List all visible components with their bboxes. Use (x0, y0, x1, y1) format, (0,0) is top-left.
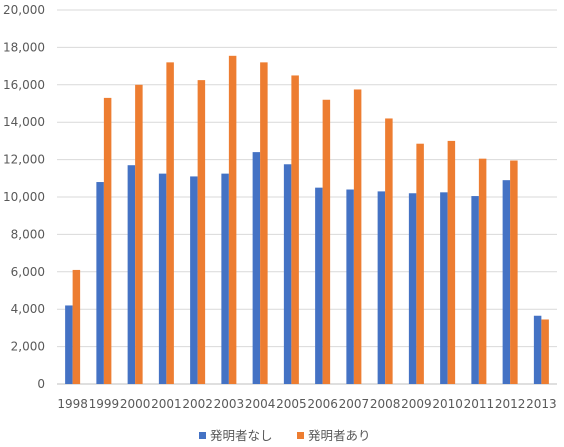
bar-series-1-2013 (533, 315, 542, 384)
bar-series-1-2009 (408, 193, 417, 384)
bar-series-2-2012 (510, 160, 518, 384)
x-tick-label: 1998 (57, 397, 88, 411)
x-tick-label: 2009 (401, 397, 432, 411)
x-tick-label: 2008 (370, 397, 401, 411)
y-tick-label: 0 (37, 377, 45, 391)
legend-swatch-series-2 (297, 432, 304, 439)
x-tick-label: 2011 (464, 397, 495, 411)
bar-series-2-2003 (228, 55, 237, 384)
bar-series-1-1998 (65, 305, 73, 384)
y-tick-label: 8,000 (11, 227, 45, 241)
bar-series-2-2004 (260, 62, 268, 385)
bar-series-1-1999 (96, 182, 104, 384)
bar-series-2-2011 (478, 158, 487, 384)
bar-series-1-2004 (252, 152, 261, 384)
bar-series-2-2010 (447, 140, 456, 384)
bar-series-2-2008 (385, 118, 393, 385)
bar-series-1-2010 (440, 192, 448, 384)
x-tick-label: 1999 (89, 397, 120, 411)
legend-label-series-2: 発明者あり (308, 428, 371, 443)
x-tick-label: 2012 (495, 397, 526, 411)
bar-series-2-2013 (541, 319, 549, 384)
bar-series-1-2011 (471, 196, 479, 384)
y-tick-label: 18,000 (3, 40, 45, 54)
legend-swatch-series-1 (199, 432, 206, 439)
y-tick-label: 20,000 (3, 3, 45, 17)
bar-series-2-1998 (72, 269, 81, 384)
bar-series-2-2005 (291, 75, 299, 384)
y-tick-label: 12,000 (3, 153, 45, 167)
bar-series-2-1999 (103, 97, 112, 384)
bar-series-2-2006 (322, 99, 331, 384)
x-tick-label: 2010 (432, 397, 463, 411)
x-tick-label: 2001 (151, 397, 182, 411)
bar-series-1-2012 (502, 180, 511, 384)
y-tick-label: 16,000 (3, 78, 45, 92)
bar-series-1-2008 (377, 191, 386, 384)
y-tick-label: 2,000 (11, 340, 45, 354)
x-tick-label: 2002 (182, 397, 213, 411)
legend-label-series-1: 発明者なし (210, 428, 273, 443)
x-tick-label: 2006 (307, 397, 338, 411)
x-tick-label: 2007 (339, 397, 370, 411)
bar-series-1-2003 (221, 173, 229, 384)
bar-series-1-2000 (127, 165, 136, 384)
x-tick-label: 2005 (276, 397, 307, 411)
bar-series-2-2002 (197, 80, 206, 384)
x-tick-label: 2000 (120, 397, 151, 411)
bar-series-2-2000 (135, 84, 143, 385)
x-tick-label: 2004 (245, 397, 276, 411)
y-axis-ticks: 0 2,000 4,000 6,000 8,000 10,000 12,000 14,000 1… (3, 3, 45, 391)
bar-series-1-2001 (158, 173, 167, 384)
bar-series-1-2002 (190, 176, 198, 384)
y-tick-label: 6,000 (11, 265, 45, 279)
bar-series-1-2007 (346, 189, 354, 384)
y-tick-label: 4,000 (11, 302, 45, 316)
bar-series-1-2006 (315, 187, 323, 384)
y-tick-label: 14,000 (3, 115, 45, 129)
bar-series-2-2009 (416, 143, 424, 384)
bar-series-1-2005 (283, 164, 292, 384)
bar-series-2-2007 (353, 89, 362, 384)
legend: 発明者なし 発明者あり (199, 428, 371, 443)
y-tick-label: 10,000 (3, 190, 45, 204)
x-axis-ticks: 1998 1999 2000 2001 2002 2003 2004 2005 2006 2007… (57, 397, 556, 411)
x-tick-label: 2003 (214, 397, 245, 411)
bar-series-2-2001 (166, 62, 174, 385)
x-tick-label: 2013 (526, 397, 557, 411)
bars (65, 55, 549, 385)
